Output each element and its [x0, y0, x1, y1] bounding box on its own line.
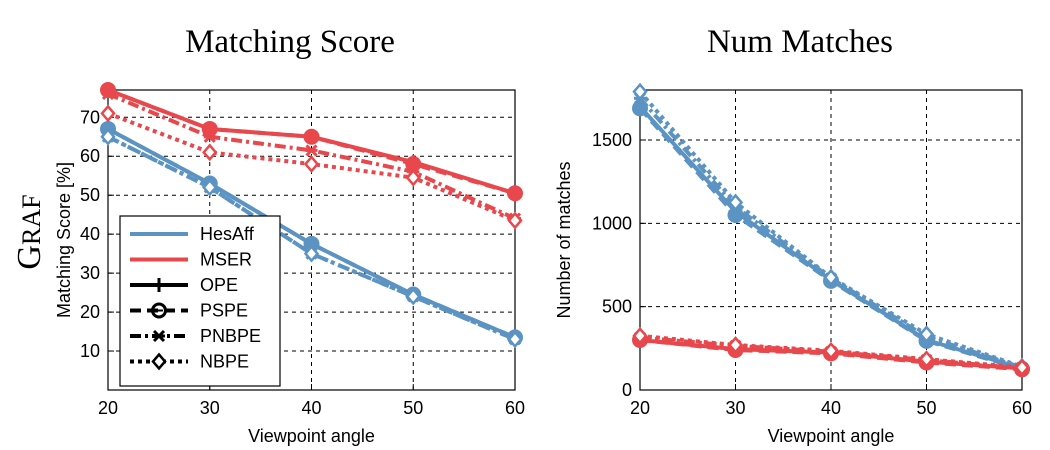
- legend-label: PSPE: [200, 301, 248, 321]
- legend-label: MSER: [200, 250, 252, 270]
- x-tick-label: 60: [505, 398, 525, 418]
- data-point: [101, 87, 115, 100]
- legend-label: OPE: [200, 275, 238, 295]
- x-tick-label: 50: [916, 398, 936, 418]
- data-point: [303, 128, 320, 145]
- y-tick-label: 10: [80, 341, 100, 361]
- row-label: GRAF: [11, 194, 48, 269]
- data-point: [632, 326, 648, 345]
- legend-marker: [152, 278, 166, 292]
- data-point: [1014, 358, 1030, 377]
- y-tick-label: 30: [80, 263, 100, 283]
- data-point: [507, 185, 523, 202]
- y-tick-label: 70: [80, 107, 100, 127]
- x-tick-label: 20: [630, 398, 650, 418]
- y-axis-label: Number of matches: [554, 161, 574, 318]
- data-point: [202, 143, 218, 162]
- data-point: [632, 82, 648, 101]
- legend-label: PNBPE: [200, 326, 261, 346]
- legend-entry-nbpe: NBPE: [130, 352, 249, 372]
- data-point: [823, 268, 839, 287]
- y-tick-label: 1500: [592, 130, 632, 150]
- x-tick-label: 40: [301, 398, 321, 418]
- matching-score-chart: Matching Score 20 30 40 50 60 10 20 30 40 50 60 70 Vi…: [54, 24, 525, 446]
- y-tick-label: 500: [602, 297, 632, 317]
- x-tick-label: 60: [1012, 398, 1032, 418]
- legend-marker: [152, 329, 166, 343]
- data-point: [918, 350, 935, 369]
- series-line: [638, 97, 1023, 370]
- y-tick-label: 50: [80, 185, 100, 205]
- y-tick-label: 40: [80, 224, 100, 244]
- legend-marker: [151, 302, 167, 319]
- series-mser-nbpe: [632, 326, 1030, 377]
- legend-entry-pspe: PSPE: [130, 301, 248, 321]
- data-point: [507, 330, 523, 349]
- y-tick-label: 0: [622, 380, 632, 400]
- data-point: [918, 325, 935, 344]
- data-point: [405, 287, 421, 306]
- legend-entry-pnbpe: PNBPE: [130, 326, 261, 346]
- chart-title: Matching Score: [185, 24, 395, 60]
- data-point: [203, 130, 216, 143]
- y-axis-label: Matching Score [%]: [54, 162, 74, 318]
- data-point: [823, 341, 839, 360]
- data-point: [100, 127, 116, 146]
- x-axis-label: Viewpoint angle: [248, 426, 375, 446]
- legend-box: [119, 215, 281, 387]
- y-tick-label: 60: [80, 146, 100, 166]
- legend-marker: [151, 352, 167, 371]
- y-tick-label: 20: [80, 302, 100, 322]
- data-point: [727, 336, 744, 354]
- data-point: [727, 193, 744, 212]
- data-point: [303, 244, 320, 263]
- legend: HesAff MSER OPE PSPE PNBPE NBPE: [119, 215, 281, 387]
- data-point: [305, 144, 318, 157]
- series-hesaff-nbpe: [100, 127, 523, 349]
- y-tick-label: 1000: [592, 213, 632, 233]
- row-label-first: G: [11, 245, 48, 270]
- series-hesaff-pspe: [632, 100, 1030, 378]
- data-point: [303, 155, 320, 173]
- data-point: [405, 168, 421, 187]
- legend-entry-mser: MSER: [130, 250, 252, 270]
- legend-entry-ope: OPE: [130, 275, 238, 295]
- data-point: [100, 104, 116, 123]
- x-tick-label: 30: [200, 398, 220, 418]
- x-tick-label: 30: [725, 398, 745, 418]
- series-mser-nbpe: [100, 104, 523, 230]
- num-matches-chart: Num Matches 20 30 40 50 60 0 500 1000 1500 Viewpoi…: [554, 24, 1032, 446]
- x-tick-label: 40: [821, 398, 841, 418]
- x-axis-label: Viewpoint angle: [768, 426, 895, 446]
- legend-entry-hesaff: HesAff: [130, 224, 255, 244]
- x-tick-label: 20: [98, 398, 118, 418]
- legend-label: NBPE: [200, 352, 249, 372]
- chart-title: Num Matches: [707, 24, 893, 60]
- data-point: [202, 178, 218, 197]
- legend-label: HesAff: [200, 224, 255, 244]
- x-tick-label: 50: [403, 398, 423, 418]
- data-point: [507, 211, 523, 230]
- row-label-rest: RAF: [17, 194, 46, 245]
